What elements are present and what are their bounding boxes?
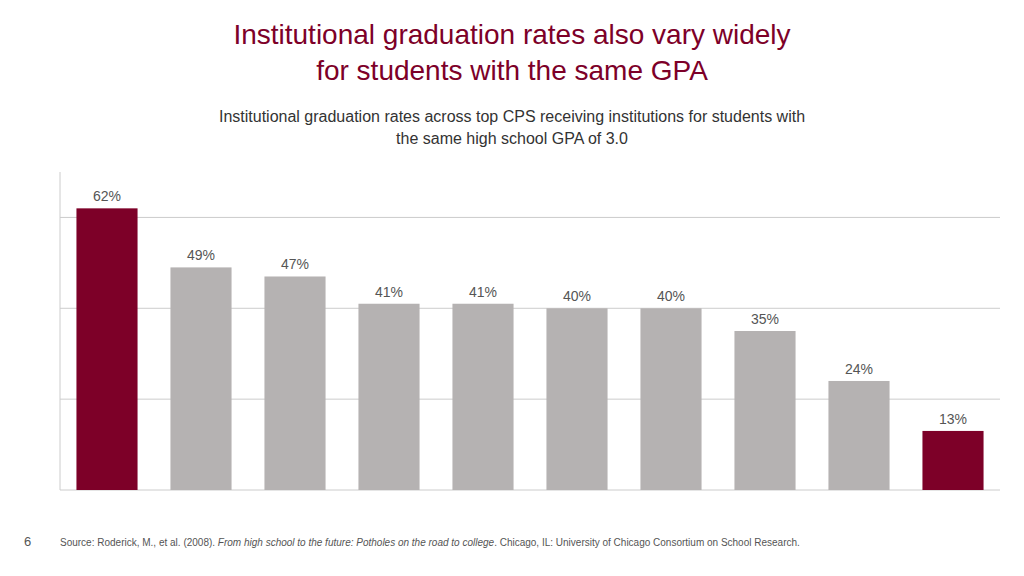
bar bbox=[452, 304, 513, 490]
bar bbox=[546, 308, 607, 490]
page-number: 6 bbox=[24, 534, 31, 549]
bar bbox=[922, 431, 983, 490]
footnote-part: . Chicago, IL: University of Chicago Con… bbox=[494, 537, 800, 548]
data-label: 13% bbox=[939, 411, 967, 427]
data-label: 40% bbox=[563, 288, 591, 304]
bar bbox=[640, 308, 701, 490]
title: for students with the same GPA bbox=[316, 55, 708, 86]
bar bbox=[170, 267, 231, 490]
data-label: 41% bbox=[375, 284, 403, 300]
bar bbox=[358, 304, 419, 490]
bar bbox=[76, 208, 137, 490]
footnote: Source: Roderick, M., et al. (2008). Fro… bbox=[60, 537, 800, 548]
bar bbox=[828, 381, 889, 490]
chart: Institutional graduation rates also vary… bbox=[0, 0, 1024, 576]
data-label: 40% bbox=[657, 288, 685, 304]
subtitle: the same high school GPA of 3.0 bbox=[396, 130, 628, 147]
bar bbox=[264, 276, 325, 490]
data-label: 41% bbox=[469, 284, 497, 300]
y-axis-line bbox=[60, 172, 61, 490]
data-label: 49% bbox=[187, 247, 215, 263]
bars bbox=[76, 208, 983, 490]
data-label: 35% bbox=[751, 311, 779, 327]
data-label: 47% bbox=[281, 256, 309, 272]
footnote-part: Source: Roderick, M., et al. (2008). bbox=[60, 537, 218, 548]
data-label: 24% bbox=[845, 361, 873, 377]
title: Institutional graduation rates also vary… bbox=[233, 19, 790, 50]
subtitle: Institutional graduation rates across to… bbox=[219, 108, 805, 125]
bar bbox=[734, 331, 795, 490]
data-label: 62% bbox=[93, 188, 121, 204]
footnote-part: From high school to the future: Potholes… bbox=[218, 537, 495, 548]
grid-line bbox=[60, 217, 1000, 218]
